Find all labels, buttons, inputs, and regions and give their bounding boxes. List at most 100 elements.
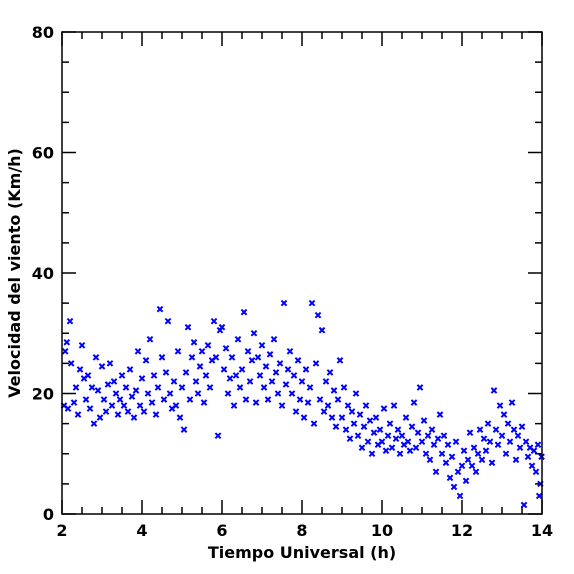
data-point <box>148 399 156 406</box>
data-point <box>96 414 104 421</box>
data-point <box>530 447 538 455</box>
data-point <box>386 420 394 427</box>
data-point <box>418 438 426 446</box>
data-point <box>306 384 314 391</box>
x-tick-label: 14 <box>531 521 553 540</box>
data-point <box>186 396 194 403</box>
data-point <box>458 462 466 470</box>
data-point <box>288 390 296 397</box>
data-point <box>414 429 422 436</box>
data-point <box>352 390 360 397</box>
data-point <box>106 360 114 367</box>
data-point <box>172 402 180 409</box>
data-point <box>426 456 434 464</box>
data-point <box>396 450 404 458</box>
data-point <box>380 405 388 412</box>
data-point <box>366 417 374 424</box>
data-point <box>508 399 516 406</box>
data-point <box>156 305 164 313</box>
data-point <box>460 447 468 455</box>
data-point <box>492 426 500 433</box>
data-point <box>82 396 90 403</box>
data-point <box>276 360 284 367</box>
data-point <box>356 411 364 418</box>
data-point <box>428 426 436 433</box>
data-point <box>110 378 118 385</box>
data-point <box>72 384 80 391</box>
data-point <box>92 354 100 361</box>
data-point <box>266 351 274 358</box>
data-point <box>500 411 508 418</box>
data-point <box>260 384 268 391</box>
data-point <box>340 384 348 391</box>
data-point <box>452 438 460 446</box>
data-point <box>180 426 188 433</box>
data-point <box>61 348 69 355</box>
data-point <box>264 396 272 403</box>
data-point <box>280 299 288 307</box>
data-point <box>118 372 126 379</box>
data-point <box>320 408 328 415</box>
data-point <box>314 311 322 319</box>
data-point <box>112 390 120 397</box>
data-point <box>446 474 454 482</box>
data-point <box>290 372 298 379</box>
data-point <box>394 426 402 433</box>
data-point <box>490 387 498 394</box>
data-point <box>234 335 242 343</box>
data-point <box>214 432 222 439</box>
data-point <box>66 317 74 325</box>
data-point <box>236 384 244 391</box>
data-point <box>302 366 310 373</box>
data-point <box>346 435 354 442</box>
data-point <box>410 399 418 406</box>
data-point <box>154 384 162 391</box>
data-point <box>342 426 350 433</box>
data-point <box>136 402 144 409</box>
data-point <box>506 438 514 446</box>
data-point <box>258 341 266 349</box>
data-point <box>358 444 366 452</box>
data-point <box>224 390 232 397</box>
data-point <box>126 366 134 373</box>
data-point <box>440 432 448 439</box>
data-point <box>140 408 148 415</box>
data-point <box>74 411 82 418</box>
data-point <box>304 399 312 406</box>
y-tick-label: 80 <box>32 23 54 42</box>
data-point <box>256 372 264 379</box>
data-point <box>278 402 286 409</box>
data-point <box>488 459 496 467</box>
data-point <box>170 378 178 385</box>
data-point <box>178 384 186 391</box>
data-point <box>130 414 138 421</box>
data-point <box>450 483 458 491</box>
data-point <box>438 450 446 458</box>
x-tick-label: 12 <box>451 521 473 540</box>
data-point <box>160 396 168 403</box>
data-point <box>350 420 358 427</box>
data-point <box>448 453 456 461</box>
data-point <box>206 384 214 391</box>
data-point <box>200 399 208 406</box>
data-point <box>228 354 236 361</box>
data-point <box>360 423 368 430</box>
data-point <box>88 384 96 391</box>
data-point <box>146 335 154 343</box>
data-point <box>466 429 474 436</box>
data-point <box>520 501 528 509</box>
data-point <box>476 426 484 433</box>
data-point <box>494 441 502 449</box>
data-point <box>122 384 130 391</box>
data-point <box>482 447 490 455</box>
data-point <box>232 372 240 379</box>
data-point <box>534 441 542 449</box>
x-tick-label: 8 <box>296 521 307 540</box>
data-point <box>312 360 320 367</box>
data-point <box>142 357 150 364</box>
data-point <box>456 492 464 500</box>
data-point <box>402 414 410 421</box>
data-point <box>535 492 543 500</box>
data-point <box>354 432 362 439</box>
data-point <box>158 354 166 361</box>
